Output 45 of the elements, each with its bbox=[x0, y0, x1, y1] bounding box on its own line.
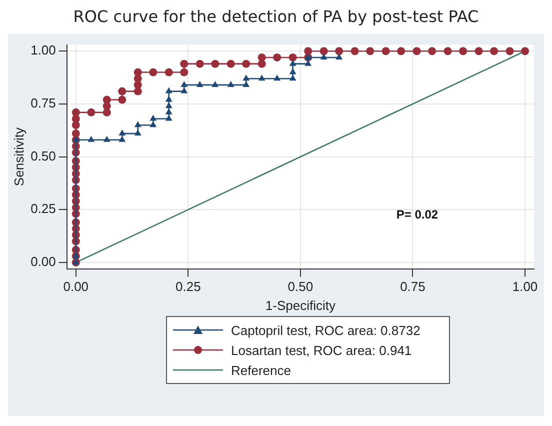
point bbox=[212, 80, 219, 87]
point bbox=[258, 74, 266, 81]
y-tick-label: 0.00 bbox=[30, 254, 56, 270]
point bbox=[196, 80, 204, 87]
point bbox=[134, 121, 142, 128]
point bbox=[165, 102, 172, 108]
legend-label: Reference bbox=[231, 362, 291, 378]
x-tick-label: 0.50 bbox=[288, 279, 314, 294]
x-tick-label: 1.00 bbox=[512, 279, 538, 294]
x-tick-label: 0.75 bbox=[400, 279, 426, 294]
point bbox=[242, 74, 250, 81]
point bbox=[180, 80, 188, 87]
point bbox=[274, 74, 281, 81]
point bbox=[289, 74, 296, 81]
x-axis-title: 1-Specificity bbox=[265, 298, 336, 313]
point bbox=[289, 60, 296, 66]
point bbox=[118, 130, 126, 136]
point bbox=[165, 96, 172, 102]
annotation: P= 0.02 bbox=[396, 207, 438, 222]
y-axis-title: Sensitivity bbox=[11, 127, 26, 186]
point bbox=[150, 114, 157, 121]
chart-title: ROC curve for the detection of PA by post-test PAC bbox=[72, 6, 480, 28]
point bbox=[304, 60, 312, 66]
point bbox=[118, 136, 126, 142]
point bbox=[165, 87, 172, 94]
y-tick-label: 0.50 bbox=[30, 148, 56, 164]
point bbox=[165, 114, 172, 121]
point bbox=[165, 108, 172, 114]
y-tick-label: 1.00 bbox=[30, 42, 56, 58]
point bbox=[242, 80, 250, 87]
point bbox=[289, 68, 296, 74]
y-tick-label: 0.25 bbox=[30, 201, 56, 216]
legend-label: Losartan test, ROC area: 0.941 bbox=[231, 342, 412, 358]
point bbox=[88, 136, 95, 142]
point bbox=[227, 80, 234, 87]
point bbox=[134, 130, 142, 136]
point bbox=[336, 53, 343, 60]
point bbox=[150, 121, 157, 128]
y-tick-label: 0.75 bbox=[30, 96, 56, 111]
point bbox=[180, 87, 188, 94]
point bbox=[103, 136, 110, 142]
point bbox=[320, 53, 328, 60]
legend-label: Captopril test, ROC area: 0.8732 bbox=[231, 322, 420, 338]
x-tick-label: 0.25 bbox=[176, 279, 201, 294]
x-tick-label: 0.00 bbox=[63, 279, 89, 294]
